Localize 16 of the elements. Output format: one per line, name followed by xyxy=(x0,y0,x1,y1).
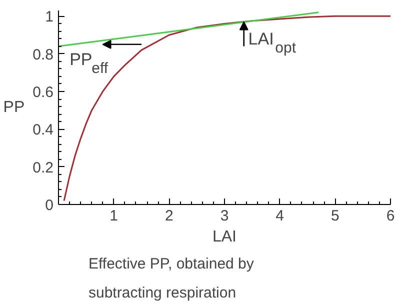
x-tick-label: 6 xyxy=(386,208,395,224)
x-tick-label: 2 xyxy=(164,208,174,224)
y-tick-label: 0.8 xyxy=(32,46,54,64)
x-tick-label: 5 xyxy=(330,208,340,224)
x-tick-label: 1 xyxy=(110,208,118,224)
y-tick-label: 1 xyxy=(45,8,54,26)
x-tick-label: 4 xyxy=(276,208,284,224)
text: Effective PP, obtained by subtracting respiration xyxy=(88,256,254,302)
y-tick-label: 0.2 xyxy=(32,159,54,176)
x-axis-title: LAI xyxy=(212,228,237,246)
y-tick-label: 0.6 xyxy=(32,84,54,101)
x-tick-label: 3 xyxy=(220,208,229,224)
line-series xyxy=(63,15,390,202)
y-tick-label: 0 xyxy=(45,197,54,214)
y-tick-label: 0.4 xyxy=(32,122,54,139)
y-axis-title: PP xyxy=(3,99,25,116)
